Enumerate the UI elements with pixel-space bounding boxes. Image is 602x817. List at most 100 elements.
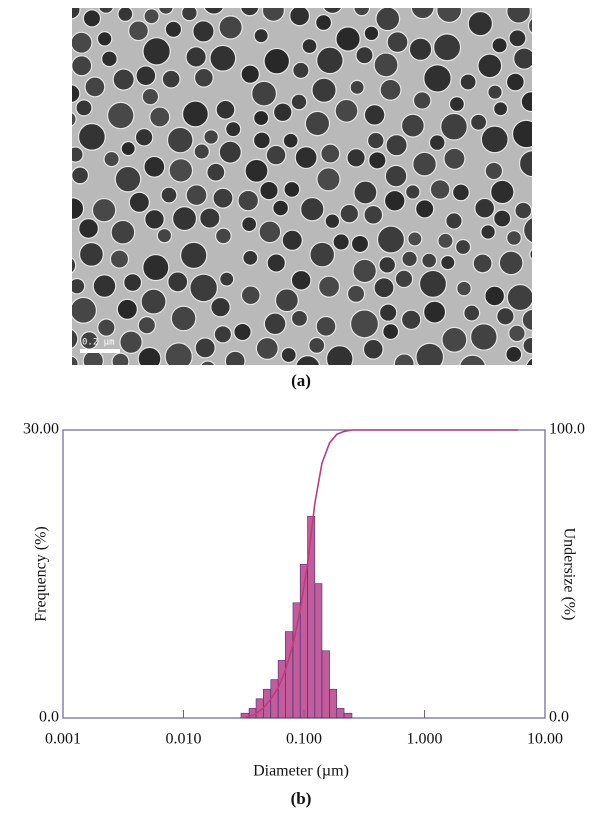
y2-tick-label: 100.0	[549, 421, 585, 438]
particle	[394, 269, 414, 289]
particle	[240, 285, 261, 306]
particle	[233, 322, 252, 342]
particle	[513, 47, 532, 70]
tem-image	[72, 8, 532, 365]
particle	[316, 46, 344, 75]
bar	[329, 688, 338, 719]
particle	[166, 126, 194, 154]
particle	[408, 37, 433, 61]
particle	[407, 231, 423, 247]
particle	[72, 111, 77, 127]
particle	[423, 64, 452, 93]
x-tick-label: 1.000	[407, 731, 443, 748]
particle	[215, 99, 236, 120]
particle	[412, 151, 437, 177]
particle	[142, 253, 170, 282]
particle	[203, 129, 219, 145]
particle	[376, 225, 406, 254]
particle	[349, 309, 380, 339]
particle	[363, 204, 384, 225]
particle	[484, 161, 504, 181]
particle	[179, 241, 208, 270]
particle	[355, 46, 374, 65]
particle	[213, 325, 233, 344]
particle	[484, 285, 506, 307]
particle	[240, 8, 260, 17]
particle	[110, 219, 136, 245]
scale-bar-label: 0.2 µm	[82, 338, 115, 348]
particle	[143, 8, 160, 25]
particle	[181, 100, 209, 128]
particle	[164, 342, 193, 365]
particle	[493, 209, 512, 228]
particle	[185, 184, 208, 207]
particle	[490, 179, 515, 205]
particle	[363, 25, 380, 42]
particle	[480, 125, 509, 154]
x-tick-label: 10.00	[527, 731, 563, 748]
particle	[72, 355, 79, 365]
particle	[265, 144, 287, 166]
particle	[209, 44, 237, 72]
chart: (b) Diameter (µm) Frequency (%) Undersiz…	[23, 421, 585, 808]
panel-label: (b)	[291, 789, 312, 808]
particle	[373, 277, 395, 299]
particle	[109, 249, 130, 269]
particle	[334, 98, 359, 123]
particle	[282, 132, 299, 149]
particle	[292, 61, 310, 80]
particle	[137, 346, 162, 365]
particle	[255, 336, 279, 360]
particle	[346, 284, 366, 304]
particle	[210, 296, 231, 318]
particle	[350, 234, 370, 254]
particle	[84, 76, 106, 98]
particle	[96, 30, 113, 47]
particle	[443, 147, 466, 170]
particle	[324, 213, 341, 229]
particle	[421, 252, 438, 269]
particle	[366, 131, 385, 150]
particle	[290, 93, 308, 111]
particle	[309, 241, 336, 268]
particle	[160, 186, 178, 204]
particle	[493, 101, 509, 117]
particle	[294, 145, 318, 170]
particle	[192, 20, 215, 43]
particle	[335, 26, 361, 52]
particle	[375, 8, 401, 32]
particle	[400, 309, 422, 331]
x-tick-label: 0.001	[45, 731, 81, 748]
particle	[218, 140, 242, 164]
particle	[77, 122, 106, 151]
particle	[433, 33, 462, 62]
particle	[527, 17, 532, 35]
x-tick-label: 0.100	[286, 731, 322, 748]
particle	[252, 131, 271, 150]
particle	[290, 309, 309, 327]
particle	[393, 353, 415, 365]
particle	[290, 269, 312, 291]
particle	[522, 336, 532, 355]
particle	[101, 50, 118, 68]
particle	[415, 342, 445, 365]
particle	[219, 271, 235, 287]
particle	[224, 350, 246, 365]
particle	[514, 201, 532, 220]
particle	[469, 113, 488, 131]
particle	[304, 110, 331, 137]
particle	[112, 68, 135, 91]
particle	[72, 296, 98, 324]
particle	[253, 28, 269, 44]
particle	[316, 167, 341, 192]
scale-bar	[80, 349, 120, 353]
particle	[241, 216, 258, 233]
particle	[193, 143, 210, 160]
particle	[311, 77, 337, 103]
bar	[336, 708, 345, 719]
particle	[472, 253, 493, 274]
particle	[280, 346, 297, 364]
particle	[142, 37, 171, 66]
y2-tick-label: 0.0	[549, 709, 569, 726]
